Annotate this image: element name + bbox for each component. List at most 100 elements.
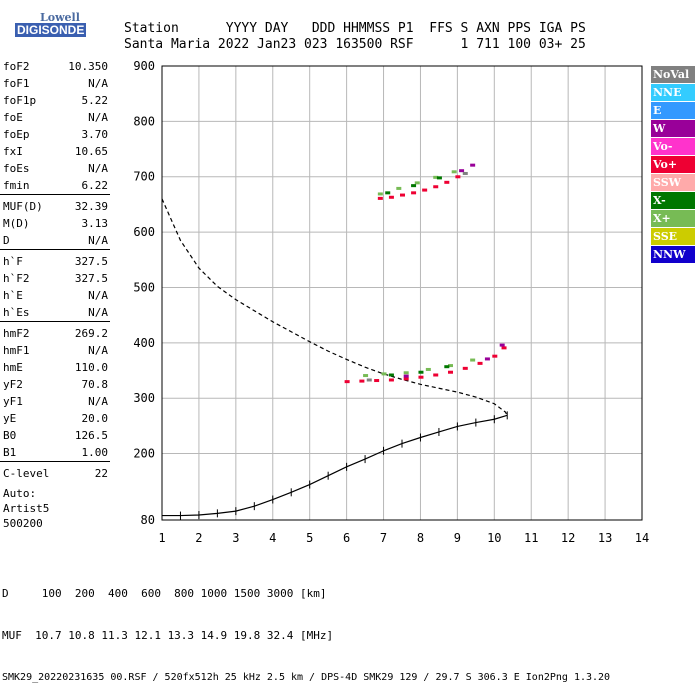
echo-point: [492, 354, 498, 358]
legend-item: W: [651, 120, 695, 137]
param-label: C-level: [3, 467, 50, 480]
x-tick-label: 7: [380, 531, 387, 545]
param-value: 327.5: [74, 272, 108, 285]
param-label: M(D): [3, 217, 30, 230]
footer-muf-row: MUF 10.7 10.8 11.3 12.1 13.3 14.9 19.8 3…: [2, 629, 334, 642]
echo-point: [436, 176, 442, 180]
legend-item: E: [651, 102, 695, 119]
echo-point: [470, 358, 476, 362]
autoscale-info: Auto: Artist5 500200: [3, 486, 49, 531]
echo-point: [411, 184, 417, 188]
echo-point: [359, 379, 365, 383]
param-label: foF1: [3, 77, 30, 90]
x-tick-label: 10: [487, 531, 501, 545]
echo-point: [400, 193, 405, 197]
legend-item: NoVal: [651, 66, 695, 83]
x-tick-label: 2: [195, 531, 202, 545]
param-row: yF1 N/A: [0, 393, 110, 410]
param-label: hmE: [3, 361, 23, 374]
param-row: C-level 22: [0, 465, 110, 482]
param-row: foEp 3.70: [0, 126, 110, 143]
param-row: yF2 70.8: [0, 376, 110, 393]
param-row: fmin 6.22: [0, 177, 110, 194]
x-tick-label: 14: [635, 531, 649, 545]
echo-point: [377, 192, 383, 196]
param-label: hmF1: [3, 344, 30, 357]
param-value: N/A: [88, 111, 108, 124]
param-row: h`E N/A: [0, 287, 110, 304]
param-row: foEs N/A: [0, 160, 110, 177]
y-tick-label: 800: [133, 114, 155, 128]
param-row: foE N/A: [0, 109, 110, 126]
param-value: 32.39: [74, 200, 108, 213]
param-value: 327.5: [74, 255, 108, 268]
param-value: N/A: [88, 344, 108, 357]
legend-item: SSW: [651, 174, 695, 191]
footer-file-info: SMK29_20220231635 00.RSF / 520fx512h 25 …: [2, 672, 611, 683]
param-row: B0 126.5: [0, 427, 110, 444]
param-value: 20.0: [81, 412, 109, 425]
legend-item: X-: [651, 192, 695, 209]
echo-point: [444, 365, 450, 369]
echo-point: [388, 378, 394, 382]
polarization-legend: NoVal NNE E W Vo- Vo+ SSW X- X+ SSE NNW: [651, 66, 695, 264]
param-label: h`E: [3, 289, 23, 302]
param-value: 1.00: [81, 446, 109, 459]
echo-point: [501, 346, 507, 350]
echo-point: [433, 373, 439, 377]
param-value: 10.65: [74, 145, 108, 158]
echo-point: [448, 370, 453, 374]
param-label: hmF2: [3, 327, 30, 340]
param-row: hmF1 N/A: [0, 342, 110, 359]
param-label: B0: [3, 429, 17, 442]
header-station-values: Santa Maria 2022 Jan23 023 163500 RSF 1 …: [124, 37, 586, 52]
virtual-height-trace: [162, 414, 508, 517]
param-row: yE 20.0: [0, 410, 110, 427]
echo-point: [455, 175, 461, 179]
echo-point: [418, 370, 424, 374]
x-tick-label: 1: [158, 531, 165, 545]
param-label: foE: [3, 111, 23, 124]
echo-point: [422, 188, 428, 192]
param-label: yE: [3, 412, 17, 425]
param-label: h`Es: [3, 306, 30, 319]
param-separator: [0, 321, 110, 325]
echo-point: [396, 186, 402, 190]
x-tick-label: 4: [269, 531, 276, 545]
echo-point: [388, 195, 394, 199]
echo-point: [388, 373, 394, 377]
x-tick-label: 11: [524, 531, 538, 545]
param-row: foF1p 5.22: [0, 92, 110, 109]
param-label: foF1p: [3, 94, 37, 107]
scaled-parameters-panel: foF2 10.350 foF1 N/A foF1p 5.22 foE N/A foEp 3.70…: [0, 58, 110, 482]
legend-item: NNW: [651, 246, 695, 263]
param-row: foF2 10.350: [0, 58, 110, 75]
x-tick-label: 9: [454, 531, 461, 545]
param-row: h`Es N/A: [0, 304, 110, 321]
echo-point: [374, 379, 380, 383]
param-separator: [0, 461, 110, 465]
legend-item: Vo+: [651, 156, 695, 173]
echo-point: [366, 378, 372, 382]
param-value: 269.2: [74, 327, 108, 340]
legend-item: X+: [651, 210, 695, 227]
echo-point: [414, 181, 420, 185]
echo-point: [451, 170, 457, 174]
digisonde-logo: Lowell DIGISONDE: [2, 6, 87, 40]
param-label: fxI: [3, 145, 23, 158]
plot-frame: [161, 65, 643, 521]
param-label: MUF(D): [3, 200, 43, 213]
header-column-labels: Station YYYY DAY DDD HHMMSS P1 FFS S AXN…: [124, 21, 586, 36]
param-value: 5.22: [81, 94, 109, 107]
logo-digisonde-text: DIGISONDE: [15, 23, 87, 37]
param-row: D N/A: [0, 232, 110, 249]
echo-point: [403, 374, 409, 378]
y-tick-label: 900: [133, 59, 155, 73]
param-value: N/A: [88, 234, 108, 247]
param-row: h`F2 327.5: [0, 270, 110, 287]
param-value: N/A: [88, 306, 108, 319]
echo-point: [470, 163, 476, 167]
y-tick-label: 500: [133, 280, 155, 294]
y-tick-label: 700: [133, 170, 155, 184]
echo-point: [418, 375, 424, 379]
